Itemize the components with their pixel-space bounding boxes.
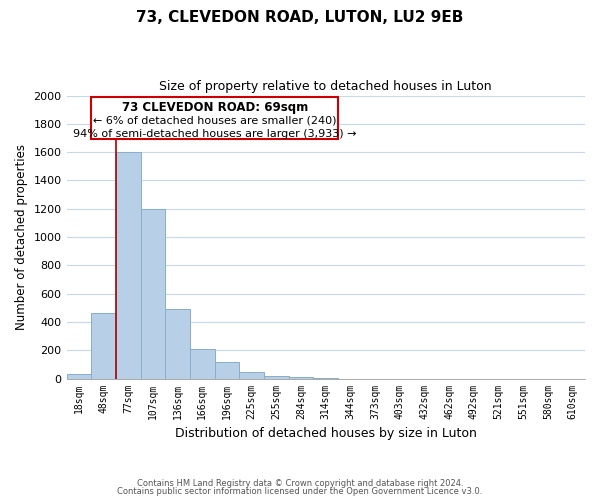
Title: Size of property relative to detached houses in Luton: Size of property relative to detached ho… — [160, 80, 492, 93]
Bar — [239, 372, 264, 378]
Bar — [67, 374, 91, 378]
Text: 94% of semi-detached houses are larger (3,933) →: 94% of semi-detached houses are larger (… — [73, 130, 356, 140]
Bar — [91, 314, 116, 378]
Y-axis label: Number of detached properties: Number of detached properties — [15, 144, 28, 330]
Text: Contains public sector information licensed under the Open Government Licence v3: Contains public sector information licen… — [118, 487, 482, 496]
Text: 73, CLEVEDON ROAD, LUTON, LU2 9EB: 73, CLEVEDON ROAD, LUTON, LU2 9EB — [136, 10, 464, 25]
Bar — [190, 349, 215, 378]
Text: ← 6% of detached houses are smaller (240): ← 6% of detached houses are smaller (240… — [93, 116, 337, 126]
Bar — [140, 209, 165, 378]
X-axis label: Distribution of detached houses by size in Luton: Distribution of detached houses by size … — [175, 427, 477, 440]
Bar — [264, 376, 289, 378]
Text: Contains HM Land Registry data © Crown copyright and database right 2024.: Contains HM Land Registry data © Crown c… — [137, 478, 463, 488]
Bar — [165, 309, 190, 378]
Bar — [289, 377, 313, 378]
Text: 73 CLEVEDON ROAD: 69sqm: 73 CLEVEDON ROAD: 69sqm — [122, 101, 308, 114]
Bar — [215, 362, 239, 378]
Bar — [116, 152, 140, 378]
